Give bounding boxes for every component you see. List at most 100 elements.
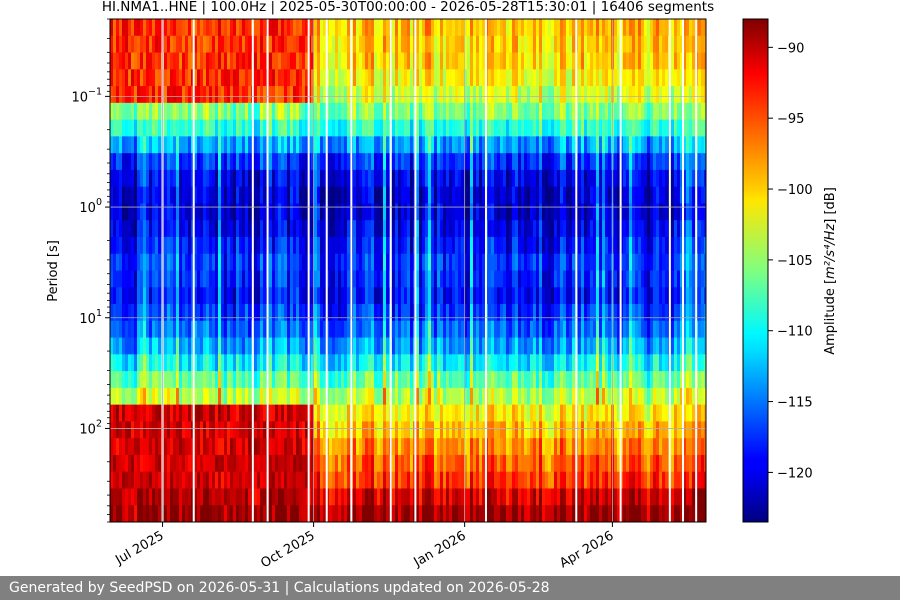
heatmap-cell	[581, 505, 585, 522]
heatmap-cell	[410, 404, 414, 422]
heatmap-cell	[173, 86, 177, 104]
heatmap-cell	[302, 220, 306, 238]
heatmap-cell	[578, 19, 582, 37]
heatmap-cell	[194, 69, 198, 87]
heatmap-cell	[596, 421, 600, 439]
heatmap-cell	[269, 119, 273, 137]
heatmap-cell	[434, 337, 438, 355]
heatmap-cell	[407, 421, 411, 439]
heatmap-cell	[602, 505, 606, 522]
heatmap-cell	[449, 153, 453, 171]
heatmap-cell	[587, 421, 591, 439]
heatmap-cell	[299, 102, 303, 121]
heatmap-cell	[560, 86, 564, 104]
heatmap-cell	[464, 505, 468, 522]
heatmap-cell	[116, 102, 120, 121]
heatmap-cell	[500, 253, 504, 271]
heatmap-cell	[125, 253, 129, 271]
heatmap-cell	[590, 387, 594, 406]
heatmap-cell	[314, 236, 318, 255]
heatmap-cell	[410, 505, 414, 522]
heatmap-cell	[407, 387, 411, 406]
heatmap-cell	[284, 421, 288, 439]
heatmap-cell	[203, 236, 207, 255]
heatmap-cell	[377, 186, 381, 204]
heatmap-cell	[338, 35, 342, 54]
heatmap-cell	[422, 119, 426, 137]
heatmap-cell	[404, 236, 408, 255]
heatmap-cell	[530, 287, 534, 305]
heatmap-cell	[578, 471, 582, 489]
heatmap-cell	[317, 253, 321, 271]
heatmap-cell	[605, 270, 609, 288]
heatmap-cell	[440, 287, 444, 305]
heatmap-cell	[383, 337, 387, 355]
heatmap-cell	[404, 304, 408, 322]
heatmap-cell	[542, 337, 546, 355]
heatmap-cell	[572, 153, 576, 171]
heatmap-cell	[539, 304, 543, 322]
heatmap-cell	[176, 119, 180, 137]
heatmap-cell	[524, 438, 528, 456]
heatmap-cell	[386, 236, 390, 255]
heatmap-cell	[503, 186, 507, 204]
heatmap-cell	[257, 421, 261, 439]
heatmap-cell	[377, 287, 381, 305]
heatmap-cell	[590, 320, 594, 339]
heatmap-cell	[377, 304, 381, 322]
heatmap-cell	[116, 488, 120, 506]
heatmap-cell	[371, 488, 375, 506]
heatmap-cell	[380, 270, 384, 288]
heatmap-cell	[137, 153, 141, 171]
heatmap-cell	[254, 220, 258, 238]
heatmap-cell	[530, 186, 534, 204]
heatmap-cell	[275, 404, 279, 422]
heatmap-cell	[272, 387, 276, 406]
heatmap-cell	[146, 86, 150, 104]
heatmap-cell	[581, 354, 585, 372]
heatmap-cell	[314, 220, 318, 238]
heatmap-cell	[332, 69, 336, 87]
heatmap-cell	[227, 86, 231, 104]
heatmap-cell	[119, 186, 123, 204]
heatmap-cell	[281, 186, 285, 204]
heatmap-cell	[149, 102, 153, 121]
heatmap-cell	[275, 337, 279, 355]
heatmap-cell	[281, 387, 285, 406]
heatmap-cell	[569, 119, 573, 137]
heatmap-cell	[329, 186, 333, 204]
heatmap-cell	[461, 52, 465, 70]
heatmap-cell	[449, 404, 453, 422]
heatmap-cell	[524, 119, 528, 137]
heatmap-cell	[563, 471, 567, 489]
heatmap-cell	[536, 287, 540, 305]
heatmap-cell	[524, 203, 528, 221]
heatmap-cell	[521, 404, 525, 422]
heatmap-cell	[338, 387, 342, 406]
heatmap-cell	[293, 421, 297, 439]
heatmap-cell	[521, 337, 525, 355]
heatmap-cell	[605, 287, 609, 305]
heatmap-cell	[410, 19, 414, 37]
heatmap-cell	[428, 404, 432, 422]
heatmap-cell	[185, 354, 189, 372]
heatmap-cell	[185, 371, 189, 389]
heatmap-cell	[506, 136, 510, 154]
heatmap-cell	[224, 471, 228, 489]
heatmap-cell	[497, 220, 501, 238]
heatmap-cell	[359, 253, 363, 271]
heatmap-cell	[299, 136, 303, 154]
heatmap-cell	[434, 320, 438, 339]
heatmap-cell	[173, 119, 177, 137]
heatmap-cell	[506, 337, 510, 355]
heatmap-cell	[557, 35, 561, 54]
heatmap-cell	[440, 35, 444, 54]
heatmap-cell	[311, 304, 315, 322]
heatmap-cell	[572, 304, 576, 322]
heatmap-cell	[488, 404, 492, 422]
heatmap-cell	[356, 354, 360, 372]
heatmap-cell	[446, 19, 450, 37]
heatmap-cell	[290, 270, 294, 288]
heatmap-cell	[332, 169, 336, 188]
heatmap-cell	[446, 203, 450, 221]
